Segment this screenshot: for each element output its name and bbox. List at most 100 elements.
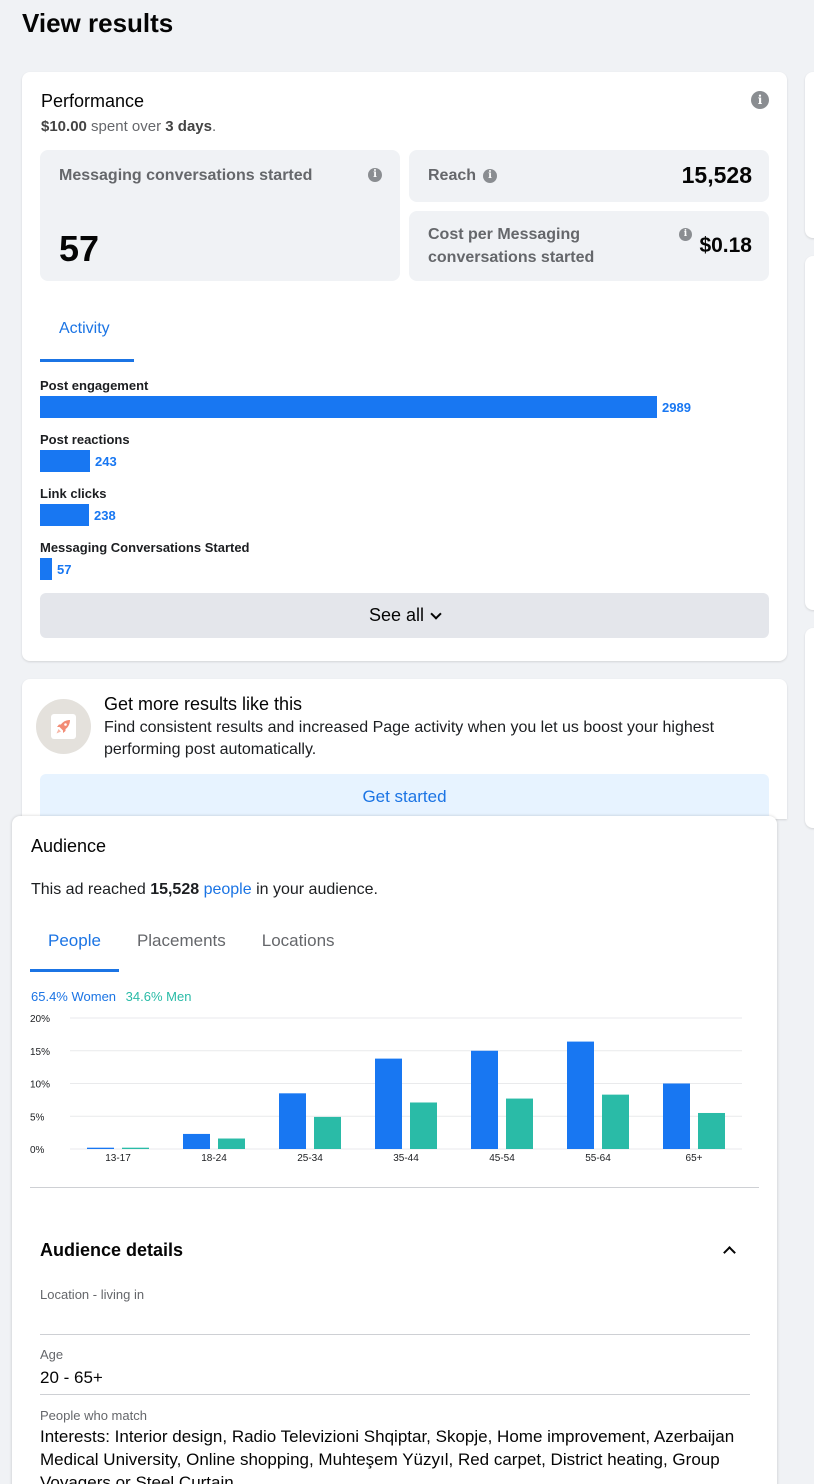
- audience-summary-suffix: in your audience.: [251, 881, 378, 898]
- bar-women: [279, 1093, 306, 1149]
- activity-row: Link clicks 238: [40, 486, 116, 526]
- y-tick-label: 20%: [30, 1014, 50, 1025]
- metric-label: Messaging conversations started: [59, 167, 313, 184]
- performance-card: Performance $10.00 spent over 3 days. i …: [22, 72, 787, 661]
- info-icon[interactable]: i: [483, 169, 497, 183]
- activity-row: Messaging Conversations Started 57: [40, 540, 250, 580]
- see-all-label: See all: [368, 605, 425, 625]
- bar-women: [471, 1050, 498, 1149]
- activity-bar: [40, 504, 89, 526]
- activity-bar: [40, 450, 90, 472]
- bar-women: [87, 1147, 114, 1149]
- bar-women: [567, 1041, 594, 1149]
- activity-label: Link clicks: [40, 486, 107, 501]
- get-started-button[interactable]: Get started: [40, 774, 769, 819]
- bar-women: [183, 1133, 210, 1149]
- page-title: View results: [22, 8, 174, 38]
- activity-label: Post reactions: [40, 432, 130, 447]
- metric-messaging: Messaging conversations started i 57: [40, 150, 400, 281]
- tab-locations[interactable]: Locations: [261, 931, 335, 950]
- bar-men: [410, 1102, 437, 1149]
- activity-row: Post reactions 243: [40, 432, 130, 472]
- divider: [40, 1394, 750, 1395]
- spend-amount: $10.00: [41, 118, 87, 135]
- boost-illustration: [36, 699, 91, 754]
- x-tick-label: 55-64: [585, 1153, 611, 1164]
- audience-title: Audience: [31, 836, 107, 856]
- performance-summary: $10.00 spent over 3 days.: [41, 118, 216, 135]
- age-label: Age: [40, 1347, 64, 1362]
- spend-middle: spent over: [86, 118, 166, 135]
- metric-value: 15,528: [681, 162, 752, 188]
- legend-men: 34.6% Men: [125, 989, 192, 1004]
- bar-men: [122, 1147, 149, 1149]
- bar-women: [375, 1058, 402, 1149]
- divider: [40, 1334, 750, 1335]
- age-value: 20 - 65+: [40, 1368, 103, 1387]
- location-label: Location - living in: [40, 1287, 145, 1302]
- activity-value: 238: [94, 507, 116, 523]
- metric-reach: Reach i 15,528: [409, 150, 769, 202]
- info-icon[interactable]: i: [679, 228, 692, 241]
- info-icon[interactable]: i: [368, 168, 382, 182]
- activity-label: Messaging Conversations Started: [40, 540, 250, 555]
- spend-period: .: [211, 118, 217, 135]
- activity-value: 57: [57, 561, 72, 577]
- audience-tabs: People Placements Locations: [30, 916, 353, 972]
- match-label: People who match: [40, 1408, 147, 1423]
- x-tick-label: 18-24: [201, 1153, 227, 1164]
- metric-label: Cost per Messaging conversations started: [428, 226, 595, 266]
- tab-placements[interactable]: Placements: [136, 931, 226, 950]
- y-tick-label: 10%: [30, 1080, 50, 1091]
- boost-title: Get more results like this: [104, 694, 303, 714]
- activity-bar: [40, 396, 657, 418]
- chevron-down-icon: [430, 607, 442, 620]
- spend-days: 3 days: [165, 118, 212, 135]
- activity-label: Post engagement: [40, 378, 149, 393]
- match-value: Interests: Interior design, Radio Televi…: [40, 1427, 735, 1484]
- audience-summary-prefix: This ad reached: [31, 881, 151, 898]
- side-card: [805, 72, 814, 238]
- bar-men: [314, 1116, 341, 1149]
- audience-details-title: Audience details: [40, 1240, 184, 1260]
- activity-bar: [40, 558, 52, 580]
- bar-women: [663, 1083, 690, 1149]
- x-tick-label: 25-34: [297, 1153, 323, 1164]
- audience-reach-count: 15,528: [150, 881, 200, 898]
- x-tick-label: 35-44: [393, 1153, 419, 1164]
- audience-summary: This ad reached 15,528 people in your au…: [31, 881, 378, 899]
- y-tick-label: 5%: [30, 1112, 45, 1123]
- activity-value: 243: [95, 453, 117, 469]
- tab-label: Activity: [59, 320, 110, 337]
- audience-card: Audience This ad reached 15,528 people i…: [12, 816, 777, 1484]
- bar-men: [698, 1112, 725, 1149]
- bar-men: [218, 1138, 245, 1149]
- collapse-button[interactable]: [720, 1241, 740, 1261]
- side-card: [805, 628, 814, 828]
- metric-label: Reach: [428, 167, 477, 184]
- divider: [30, 1187, 759, 1188]
- metric-cost-per-conversation: Cost per Messaging conversations started…: [409, 211, 769, 281]
- people-link[interactable]: people: [203, 881, 252, 898]
- see-all-button[interactable]: See all: [40, 593, 769, 638]
- info-icon[interactable]: i: [751, 91, 769, 109]
- rocket-icon: [56, 720, 70, 734]
- chevron-up-icon: [723, 1246, 736, 1259]
- performance-title: Performance: [41, 91, 145, 111]
- tab-underline: [40, 359, 134, 362]
- tab-activity[interactable]: Activity: [40, 308, 134, 362]
- age-gender-chart: 0% 5% 10% 15% 20% 13-17 18-24 25-34 35-44 45-54 55…: [30, 1014, 742, 1164]
- boost-suggestion-card: Get more results like this Find consiste…: [22, 679, 787, 819]
- y-tick-label: 15%: [30, 1047, 50, 1058]
- metric-value: 57: [59, 228, 100, 269]
- activity-row: Post engagement 2989: [40, 378, 691, 418]
- x-tick-label: 13-17: [105, 1153, 131, 1164]
- x-tick-label: 65+: [686, 1153, 703, 1164]
- legend-women: 65.4% Women: [31, 989, 117, 1004]
- chart-legend: 65.4% Women 34.6% Men: [31, 989, 191, 1004]
- y-tick-label: 0%: [30, 1145, 45, 1156]
- tab-people[interactable]: People: [30, 916, 119, 972]
- bar-men: [506, 1098, 533, 1149]
- side-card: [805, 256, 814, 610]
- x-tick-label: 45-54: [489, 1153, 515, 1164]
